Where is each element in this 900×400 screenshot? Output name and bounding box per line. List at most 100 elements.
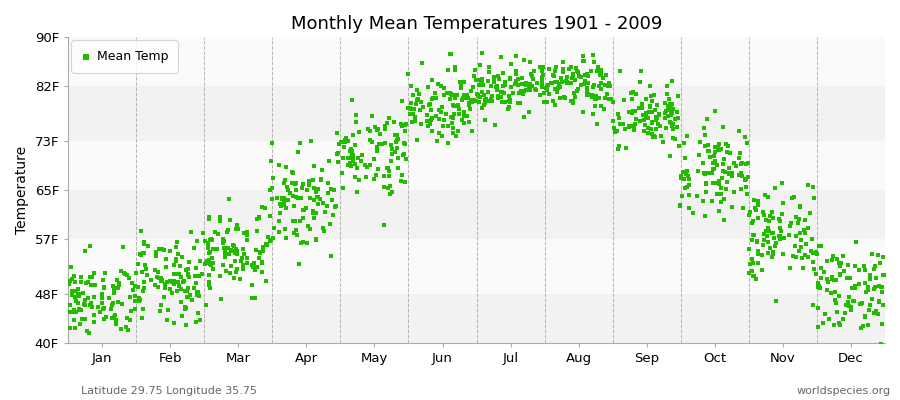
Mean Temp bbox=[526, 75, 541, 82]
Mean Temp bbox=[838, 310, 852, 316]
Mean Temp bbox=[346, 154, 360, 160]
Mean Temp bbox=[806, 250, 820, 256]
Mean Temp bbox=[177, 288, 192, 294]
Mean Temp bbox=[472, 82, 487, 88]
Mean Temp bbox=[326, 212, 340, 218]
Mean Temp bbox=[199, 260, 213, 266]
Mean Temp bbox=[612, 115, 626, 121]
Mean Temp bbox=[230, 221, 244, 228]
Mean Temp bbox=[76, 301, 91, 308]
Mean Temp bbox=[504, 84, 518, 90]
Mean Temp bbox=[625, 110, 639, 117]
Mean Temp bbox=[357, 162, 372, 168]
Mean Temp bbox=[462, 119, 476, 126]
Mean Temp bbox=[284, 179, 299, 186]
Mean Temp bbox=[680, 133, 695, 140]
Mean Temp bbox=[205, 246, 220, 252]
Mean Temp bbox=[717, 156, 732, 162]
Mean Temp bbox=[285, 193, 300, 199]
Mean Temp bbox=[762, 213, 777, 219]
Mean Temp bbox=[724, 204, 739, 210]
Mean Temp bbox=[701, 148, 716, 154]
Mean Temp bbox=[535, 84, 549, 90]
Mean Temp bbox=[540, 87, 554, 94]
Mean Temp bbox=[416, 104, 430, 110]
Mean Temp bbox=[256, 244, 270, 250]
Mean Temp bbox=[173, 263, 187, 269]
Mean Temp bbox=[265, 196, 279, 202]
Mean Temp bbox=[854, 325, 868, 331]
Mean Temp bbox=[712, 178, 726, 184]
Mean Temp bbox=[628, 115, 643, 122]
Mean Temp bbox=[446, 125, 461, 132]
Mean Temp bbox=[608, 125, 622, 131]
Mean Temp bbox=[445, 92, 459, 98]
Mean Temp bbox=[403, 105, 418, 111]
Mean Temp bbox=[772, 216, 787, 223]
Bar bbox=[68, 141, 885, 190]
Mean Temp bbox=[473, 79, 488, 86]
Mean Temp bbox=[189, 319, 203, 326]
Mean Temp bbox=[824, 290, 839, 296]
Mean Temp bbox=[734, 161, 748, 167]
Mean Temp bbox=[202, 257, 217, 263]
Mean Temp bbox=[169, 256, 184, 262]
Mean Temp bbox=[487, 79, 501, 85]
Mean Temp bbox=[447, 67, 462, 74]
Mean Temp bbox=[286, 218, 301, 224]
Mean Temp bbox=[700, 116, 715, 122]
Mean Temp bbox=[202, 216, 217, 223]
Mean Temp bbox=[275, 196, 290, 202]
Mean Temp bbox=[318, 208, 332, 215]
Mean Temp bbox=[478, 96, 492, 103]
Mean Temp bbox=[577, 58, 591, 64]
Mean Temp bbox=[84, 282, 98, 288]
Mean Temp bbox=[465, 99, 480, 105]
Mean Temp bbox=[226, 242, 240, 248]
Mean Temp bbox=[626, 108, 640, 114]
Mean Temp bbox=[658, 110, 672, 116]
Mean Temp bbox=[712, 141, 726, 147]
Mean Temp bbox=[832, 293, 846, 300]
Mean Temp bbox=[331, 150, 346, 156]
Mean Temp bbox=[102, 294, 116, 301]
Mean Temp bbox=[564, 75, 579, 82]
Mean Temp bbox=[83, 302, 97, 308]
Mean Temp bbox=[399, 156, 413, 162]
Mean Temp bbox=[382, 168, 397, 174]
Mean Temp bbox=[797, 230, 812, 236]
Mean Temp bbox=[698, 189, 713, 196]
Mean Temp bbox=[444, 113, 458, 120]
Mean Temp bbox=[875, 284, 889, 290]
Mean Temp bbox=[475, 79, 490, 85]
Mean Temp bbox=[698, 181, 713, 188]
Mean Temp bbox=[202, 272, 216, 278]
Mean Temp bbox=[706, 160, 720, 166]
Mean Temp bbox=[69, 309, 84, 316]
Mean Temp bbox=[302, 194, 317, 201]
Mean Temp bbox=[502, 97, 517, 104]
Mean Temp bbox=[825, 252, 840, 259]
Mean Temp bbox=[391, 155, 405, 162]
Mean Temp bbox=[484, 96, 499, 102]
Mean Temp bbox=[110, 277, 124, 284]
Mean Temp bbox=[68, 325, 82, 332]
Mean Temp bbox=[670, 93, 685, 99]
Mean Temp bbox=[675, 193, 689, 199]
Mean Temp bbox=[345, 97, 359, 103]
Mean Temp bbox=[497, 90, 511, 96]
Mean Temp bbox=[95, 300, 110, 306]
Mean Temp bbox=[703, 154, 717, 161]
Mean Temp bbox=[446, 102, 461, 108]
Mean Temp bbox=[390, 144, 404, 151]
Mean Temp bbox=[112, 280, 126, 286]
Mean Temp bbox=[594, 67, 608, 73]
Mean Temp bbox=[393, 120, 408, 127]
Mean Temp bbox=[450, 92, 464, 98]
Mean Temp bbox=[105, 314, 120, 321]
Mean Temp bbox=[348, 142, 363, 148]
Mean Temp bbox=[73, 307, 87, 314]
Mean Temp bbox=[485, 98, 500, 104]
Mean Temp bbox=[804, 248, 818, 255]
Mean Temp bbox=[775, 211, 789, 218]
